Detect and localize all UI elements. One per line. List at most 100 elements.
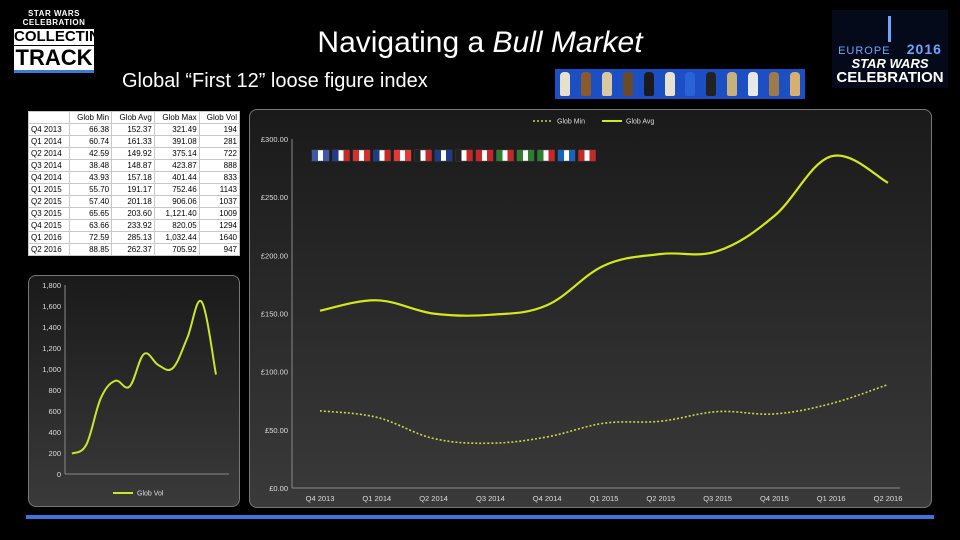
logo-region-year: EUROPE 2016 (832, 41, 948, 57)
y-tick-label: £250.00 (261, 193, 288, 202)
table-row: Q4 2014 43.93 157.18 401.44 833 (28, 171, 241, 184)
bottom-divider (26, 515, 934, 519)
series-line-glob-min (319, 383, 889, 445)
action-figure-icon (622, 72, 633, 96)
x-tick-label: Q2 2015 (646, 494, 675, 503)
country-flag-icon (496, 149, 514, 162)
country-flag-icon (537, 149, 555, 162)
table-cell: 194 (198, 123, 241, 136)
action-figure-icon (768, 72, 779, 96)
table-cell: 57.40 (68, 195, 113, 208)
table-cell: 1294 (198, 219, 241, 232)
table-cell: 1009 (198, 207, 241, 220)
table-row-label: Q4 2013 (28, 123, 70, 136)
table-row: Q4 2015 63.66 233.92 820.05 1294 (28, 219, 241, 232)
table-row: Q2 2015 57.40 201.18 906.06 1037 (28, 195, 241, 208)
table-column-header: Glob Vol (198, 111, 241, 124)
table-cell: 722 (198, 147, 241, 160)
y-tick-label: 1,200 (42, 344, 61, 353)
table-row-label: Q1 2015 (28, 183, 70, 196)
table-cell: 1143 (198, 183, 241, 196)
table-cell: 42.59 (68, 147, 113, 160)
table-cell: 203.60 (111, 207, 155, 220)
logo-line-2: CELEBRATION (22, 18, 86, 27)
table-cell: 201.18 (111, 195, 155, 208)
table-cell: 1,121.40 (153, 207, 200, 220)
y-tick-label: 1,400 (42, 323, 61, 332)
logo-brand-2: CELEBRATION (836, 69, 944, 86)
volume-chart-panel: 0 200 400 600 800 1,000 1,200 1,400 1,600 1,800 Gl… (28, 275, 240, 507)
y-tick-label: £0.00 (269, 484, 288, 493)
title-plain: Navigating a (317, 26, 493, 59)
table-row-label: Q2 2015 (28, 195, 70, 208)
table-cell: 1,032.44 (153, 231, 200, 244)
country-flag-icon (393, 149, 412, 162)
table-cell: 191.17 (111, 183, 155, 196)
country-flag-icon (475, 149, 494, 162)
y-tick-label: £300.00 (261, 135, 288, 144)
y-tick-label: 800 (48, 386, 61, 395)
table-row-label: Q1 2014 (28, 135, 70, 148)
x-tick-label: Q1 2015 (590, 494, 619, 503)
table-row-label: Q3 2015 (28, 207, 70, 220)
y-tick-label: 1,800 (42, 281, 61, 290)
logo-line-1: STAR WARS (28, 9, 80, 18)
action-figure-icon (581, 72, 592, 96)
y-tick-label: 1,000 (42, 365, 61, 374)
y-tick-label: 600 (48, 407, 61, 416)
logo-line-4: TRACK (14, 46, 94, 73)
collecting-track-logo: STAR WARS CELEBRATION COLLECTING TRACK (14, 9, 112, 88)
table-row: Q1 2014 60.74 161.33 391.08 281 (28, 135, 241, 148)
table-cell: 148.87 (111, 159, 155, 172)
country-flag-icon (557, 149, 576, 162)
table-cell: 752.46 (153, 183, 200, 196)
logo-line-3: COLLECTING (14, 28, 112, 45)
volume-chart: 0 200 400 600 800 1,000 1,200 1,400 1,600 1,800 Gl… (42, 281, 229, 498)
slide-title: Navigating a Bull Market (0, 26, 960, 60)
table-row-label: Q2 2016 (28, 243, 70, 256)
table-row: Q2 2014 42.59 149.92 375.14 722 (28, 147, 241, 160)
x-tick-label: Q4 2015 (760, 494, 789, 503)
table-cell: 233.92 (111, 219, 155, 232)
legend-label: Glob Avg (626, 119, 654, 126)
action-figure-icon (602, 72, 613, 96)
table-cell: 149.92 (111, 147, 155, 160)
country-flag-icon (373, 149, 391, 162)
table-row: Q3 2015 65.65 203.60 1,121.40 1009 (28, 207, 241, 220)
x-tick-label: Q4 2014 (533, 494, 562, 503)
figure-strip (555, 69, 805, 99)
table-column-header: Glob Min (68, 111, 113, 124)
x-tick-label: Q1 2016 (817, 494, 846, 503)
x-tick-label: Q4 2013 (306, 494, 335, 503)
country-flag-icon (434, 149, 453, 162)
y-tick-label: £200.00 (261, 251, 288, 260)
y-tick-label: £100.00 (261, 368, 288, 377)
legend-label: Glob Vol (137, 491, 164, 498)
y-tick-label: £50.00 (265, 426, 288, 435)
action-figure-icon (789, 72, 800, 96)
logo-year: 2016 (906, 41, 942, 57)
table-cell: 947 (198, 243, 241, 256)
y-tick-label: 1,600 (42, 302, 61, 311)
table-row-label: Q1 2016 (28, 231, 70, 244)
table-row-label: Q4 2014 (28, 171, 70, 184)
slide-subtitle: Global “First 12” loose figure index (122, 70, 428, 92)
x-tick-label: Q1 2014 (362, 494, 391, 503)
table-cell: 888 (198, 159, 241, 172)
table-cell: 906.06 (153, 195, 200, 208)
country-flag-icon (578, 149, 596, 162)
country-flag-icon (352, 149, 371, 162)
action-figure-icon (727, 72, 738, 96)
y-tick-label: 400 (48, 428, 61, 437)
logo-region: EUROPE (838, 45, 891, 57)
table-cell: 281 (198, 135, 241, 148)
x-tick-label: Q3 2014 (476, 494, 505, 503)
table-column-header: Glob Max (153, 111, 200, 124)
table-cell: 1640 (198, 231, 241, 244)
action-figure-icon (747, 72, 758, 96)
table-cell: 65.65 (68, 207, 113, 220)
y-tick-label: £150.00 (261, 310, 288, 319)
country-flag-icon (311, 149, 330, 162)
country-flag-icon (332, 149, 350, 162)
country-flag-icon (516, 149, 535, 162)
